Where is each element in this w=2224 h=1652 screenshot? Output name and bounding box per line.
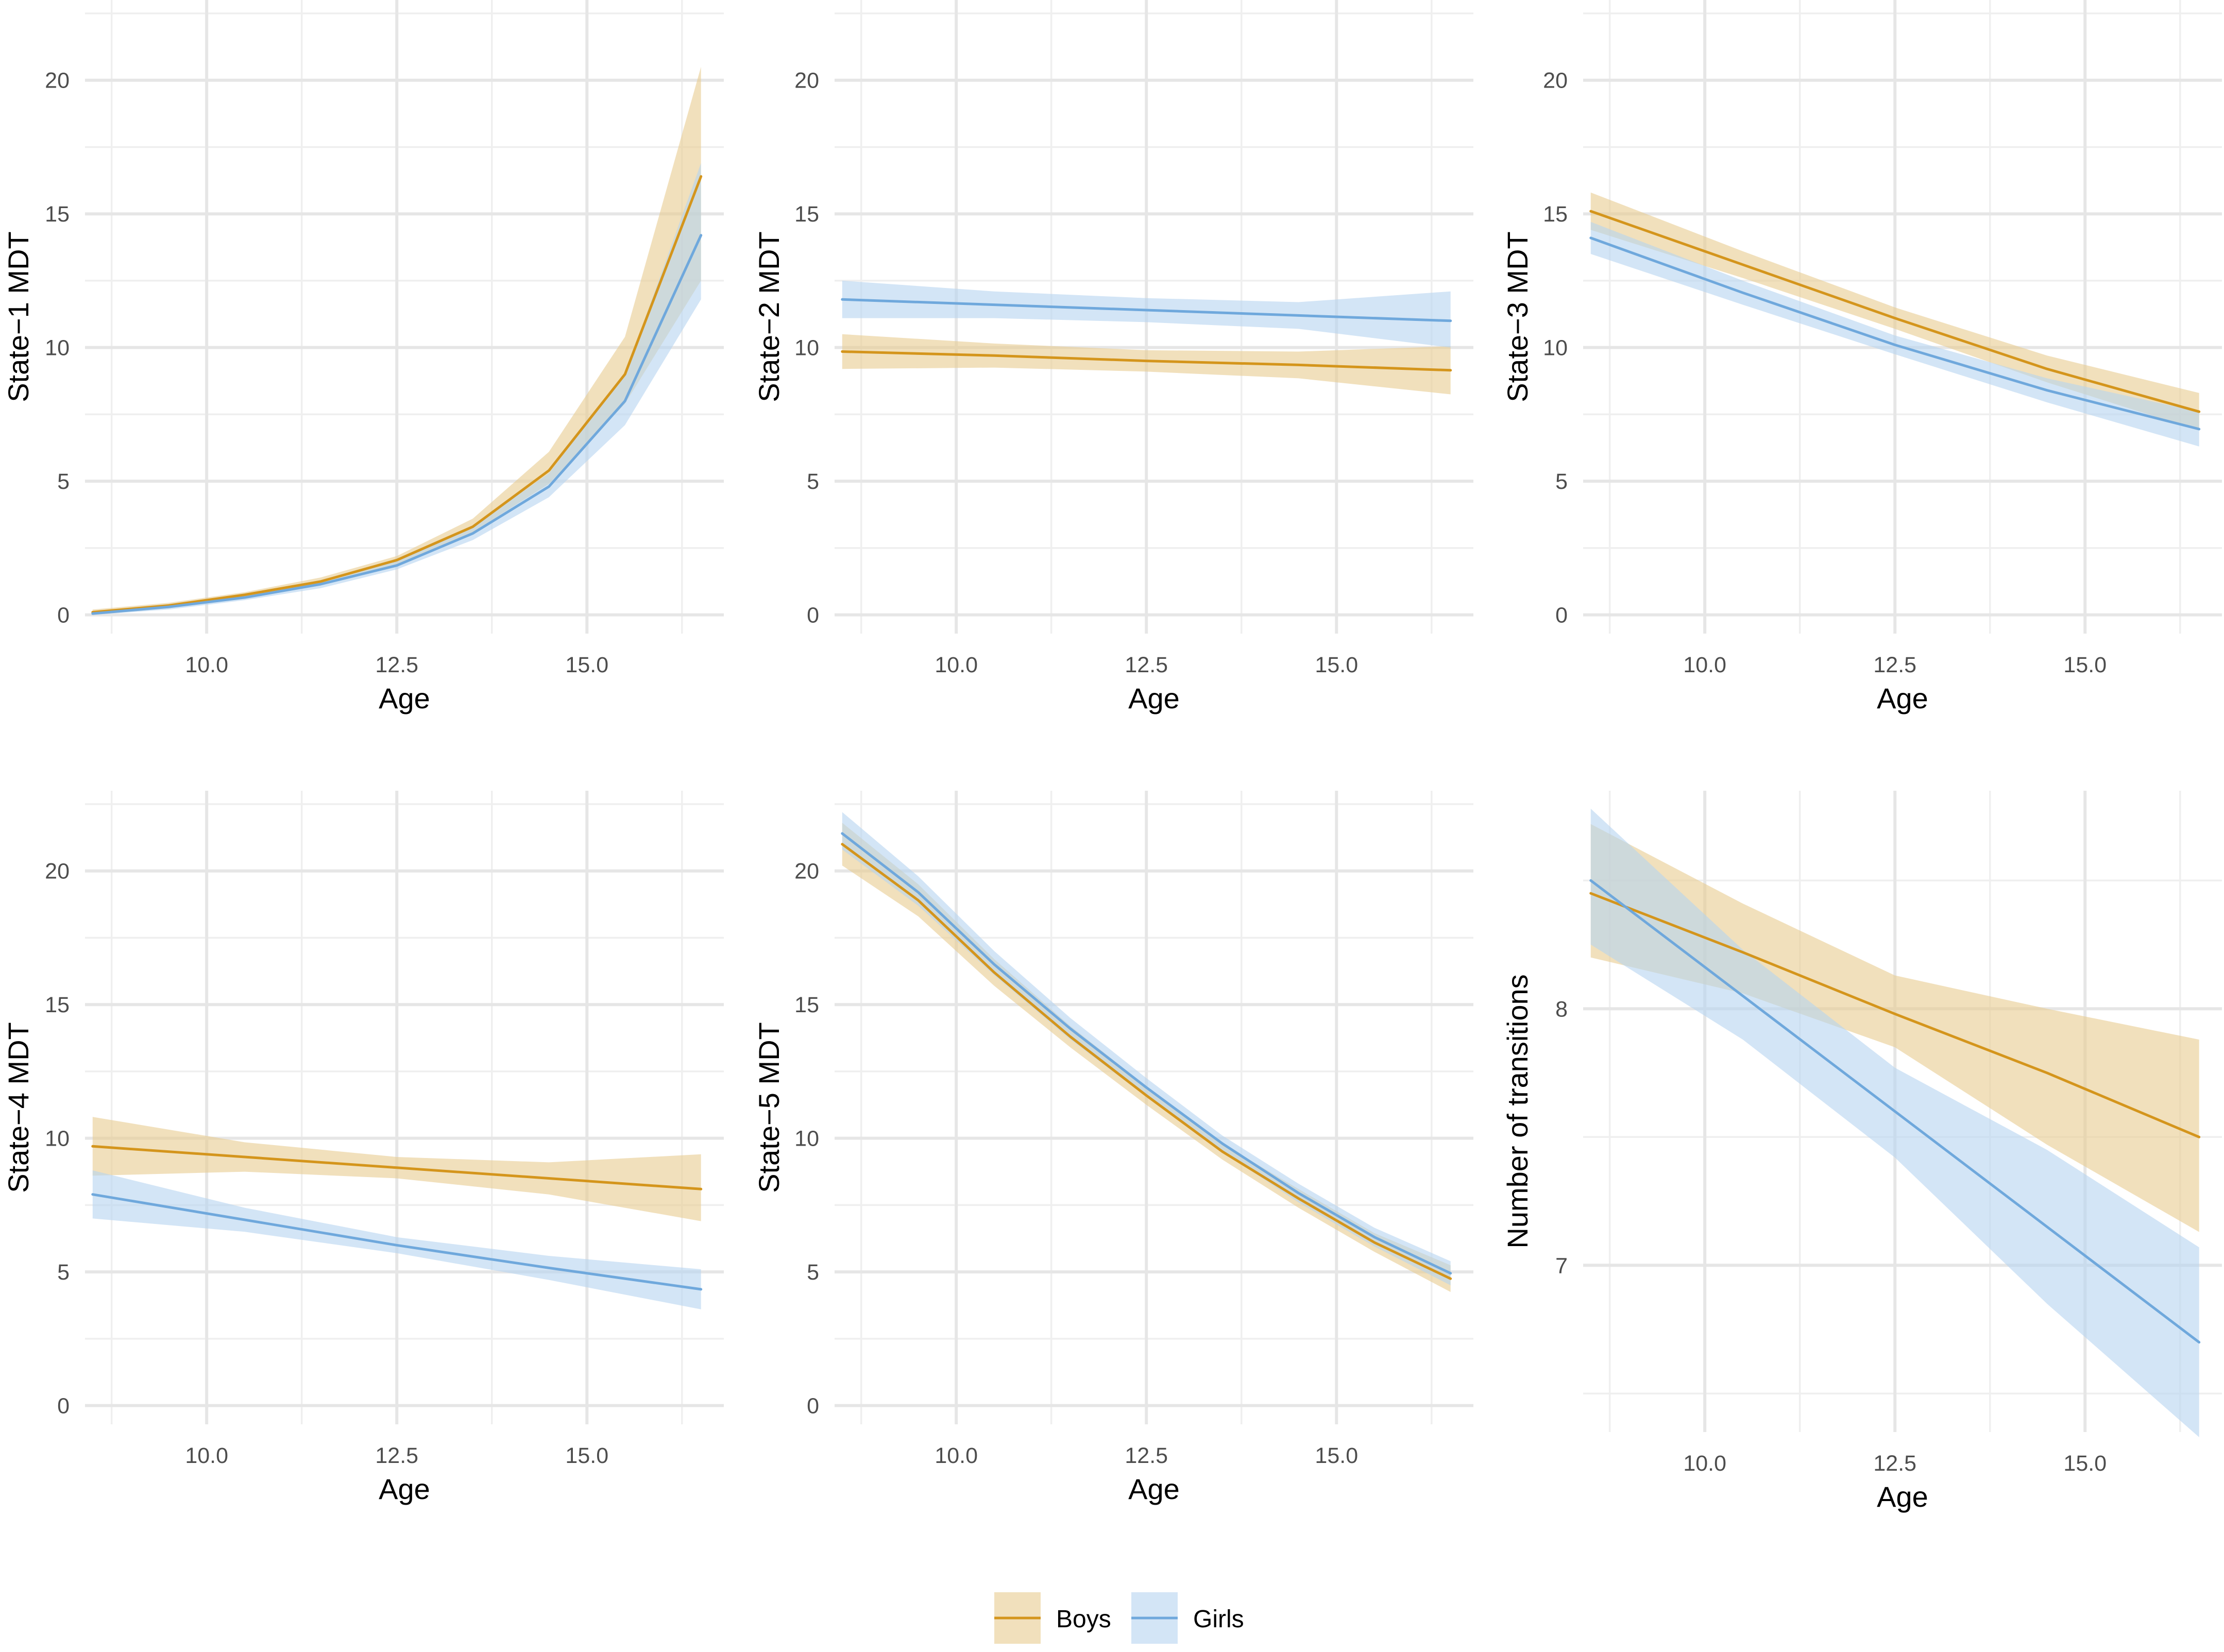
x-tick-label: 10.0 xyxy=(1683,1451,1726,1476)
x-axis-title: Age xyxy=(379,1473,430,1505)
y-tick-label: 10 xyxy=(794,336,819,361)
x-axis-title: Age xyxy=(1877,682,1928,714)
legend-label-girls: Girls xyxy=(1193,1606,1244,1633)
series-line-boys xyxy=(91,1145,703,1190)
series-line-boys xyxy=(1589,210,2201,413)
panel-1: 10.0 12.5 15.0 0 5 10 15 20 Age State−1 MDT xyxy=(2,0,724,714)
x-tick-label: 12.5 xyxy=(375,653,418,677)
ci-band-girls xyxy=(1590,808,2199,1437)
series-line-girls xyxy=(841,832,1452,1275)
y-axis-title: State−1 MDT xyxy=(2,231,35,402)
y-tick-label: 0 xyxy=(57,603,70,628)
panel-2: 10.0 12.5 15.0 0 5 10 15 20 Age State−2 MDT xyxy=(753,0,1473,714)
x-tick-label: 10.0 xyxy=(935,653,978,677)
y-tick-label: 20 xyxy=(1543,69,1568,93)
legend: Boys Girls xyxy=(994,1592,1244,1644)
x-tick-label: 12.5 xyxy=(1125,653,1168,677)
ci-band-boys xyxy=(842,334,1451,395)
series-line-girls xyxy=(1589,879,2201,1344)
y-tick-label: 10 xyxy=(45,336,70,361)
x-tick-label: 12.5 xyxy=(375,1443,418,1468)
series-line-boys xyxy=(841,843,1452,1280)
y-axis-title: State−3 MDT xyxy=(1501,231,1534,402)
y-axis-title: State−5 MDT xyxy=(753,1022,785,1193)
ci-band-boys xyxy=(1590,192,2199,431)
series-line-girls xyxy=(91,234,703,615)
panel-5: 10.0 12.5 15.0 0 5 10 15 20 Age State−5 MDT xyxy=(753,791,1473,1505)
y-tick-label: 10 xyxy=(1543,336,1568,361)
x-axis-title: Age xyxy=(1128,682,1180,714)
y-tick-label: 15 xyxy=(1543,202,1568,227)
x-tick-label: 10.0 xyxy=(185,1443,228,1468)
panel-4: 10.0 12.5 15.0 0 5 10 15 20 Age State−4 MDT xyxy=(2,791,724,1505)
ci-band-girls xyxy=(92,1170,701,1309)
ci-band-girls xyxy=(842,280,1451,348)
x-tick-label: 10.0 xyxy=(185,653,228,677)
series-line-boys xyxy=(841,350,1452,372)
y-tick-label: 0 xyxy=(57,1394,70,1419)
y-axis-title: State−4 MDT xyxy=(2,1022,35,1193)
x-tick-label: 15.0 xyxy=(1315,1443,1358,1468)
y-tick-label: 15 xyxy=(45,202,70,227)
y-tick-label: 10 xyxy=(45,1127,70,1151)
y-tick-label: 20 xyxy=(45,859,70,884)
x-axis-title: Age xyxy=(1877,1480,1928,1513)
y-tick-label: 5 xyxy=(57,1260,70,1285)
x-tick-label: 10.0 xyxy=(1683,653,1726,677)
x-tick-label: 15.0 xyxy=(2063,1451,2107,1476)
panel-6: 10.0 12.5 15.0 7 8 Age Number of transitions xyxy=(1501,791,2222,1513)
x-tick-label: 10.0 xyxy=(935,1443,978,1468)
y-axis-title: Number of transitions xyxy=(1501,974,1534,1248)
y-tick-label: 10 xyxy=(794,1127,819,1151)
x-tick-label: 12.5 xyxy=(1125,1443,1168,1468)
series-line-girls xyxy=(841,298,1452,322)
series-line-girls xyxy=(1589,236,2201,431)
series-line-boys xyxy=(91,175,703,614)
x-tick-label: 15.0 xyxy=(2063,653,2107,677)
x-tick-label: 15.0 xyxy=(565,653,608,677)
ci-band-girls xyxy=(842,812,1451,1286)
x-tick-label: 15.0 xyxy=(565,1443,608,1468)
y-tick-label: 0 xyxy=(1555,603,1568,628)
y-tick-label: 20 xyxy=(794,69,819,93)
y-tick-label: 15 xyxy=(794,993,819,1017)
ci-band-boys xyxy=(1590,824,2199,1232)
x-axis-title: Age xyxy=(379,682,430,714)
y-tick-label: 20 xyxy=(794,859,819,884)
ci-band-boys xyxy=(92,1117,701,1221)
y-tick-label: 20 xyxy=(45,69,70,93)
y-tick-label: 15 xyxy=(45,993,70,1017)
y-tick-label: 8 xyxy=(1555,997,1568,1021)
x-tick-label: 12.5 xyxy=(1873,653,1916,677)
y-tick-label: 0 xyxy=(807,1394,819,1419)
y-tick-label: 7 xyxy=(1555,1253,1568,1278)
y-tick-label: 5 xyxy=(1555,469,1568,494)
series-line-boys xyxy=(1589,892,2201,1138)
y-axis-title: State−2 MDT xyxy=(753,231,785,402)
y-tick-label: 0 xyxy=(807,603,819,628)
y-tick-label: 5 xyxy=(57,469,70,494)
y-tick-label: 5 xyxy=(807,1260,819,1285)
x-tick-label: 15.0 xyxy=(1315,653,1358,677)
panel-3: 10.0 12.5 15.0 0 5 10 15 20 Age State−3 MDT xyxy=(1501,0,2222,714)
legend-label-boys: Boys xyxy=(1056,1606,1111,1633)
series-line-girls xyxy=(91,1193,703,1291)
y-tick-label: 15 xyxy=(794,202,819,227)
y-tick-label: 5 xyxy=(807,469,819,494)
x-axis-title: Age xyxy=(1128,1473,1180,1505)
x-tick-label: 12.5 xyxy=(1873,1451,1916,1476)
